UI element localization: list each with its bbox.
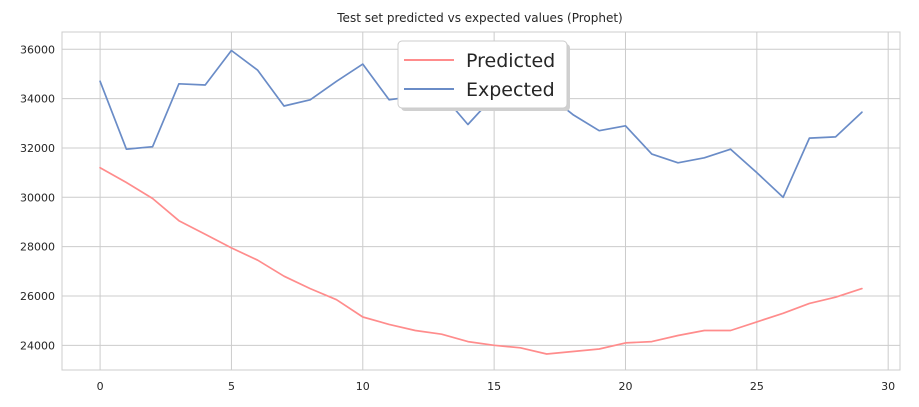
legend-box (397, 40, 568, 109)
x-tick-label: 10 (356, 380, 370, 393)
y-tick-label: 28000 (20, 241, 55, 254)
legend: Predicted Expected (397, 40, 570, 111)
x-tick-label: 5 (228, 380, 235, 393)
legend-label: Expected (466, 79, 555, 101)
x-tick-label: 30 (881, 380, 895, 393)
x-tick-label: 0 (97, 380, 104, 393)
legend-label: Predicted (466, 50, 555, 72)
y-tick-label: 34000 (20, 93, 55, 106)
y-tick-label: 36000 (20, 43, 55, 56)
chart-title: Test set predicted vs expected values (P… (336, 11, 622, 25)
y-tick-label: 24000 (20, 339, 55, 352)
x-tick-label: 25 (750, 380, 764, 393)
plot-frame (61, 31, 901, 371)
axes-frame (61, 31, 901, 371)
x-tick-label: 20 (618, 380, 632, 393)
x-tick-label: 15 (487, 380, 501, 393)
series-line-predicted (99, 166, 863, 355)
y-tick-label: 26000 (20, 290, 55, 303)
y-tick-label: 32000 (20, 142, 55, 155)
tick-labels: 0 5 10 15 20 25 30 24000 26000 28000 30000 32000 340… (20, 43, 895, 393)
y-tick-label: 30000 (20, 191, 55, 204)
